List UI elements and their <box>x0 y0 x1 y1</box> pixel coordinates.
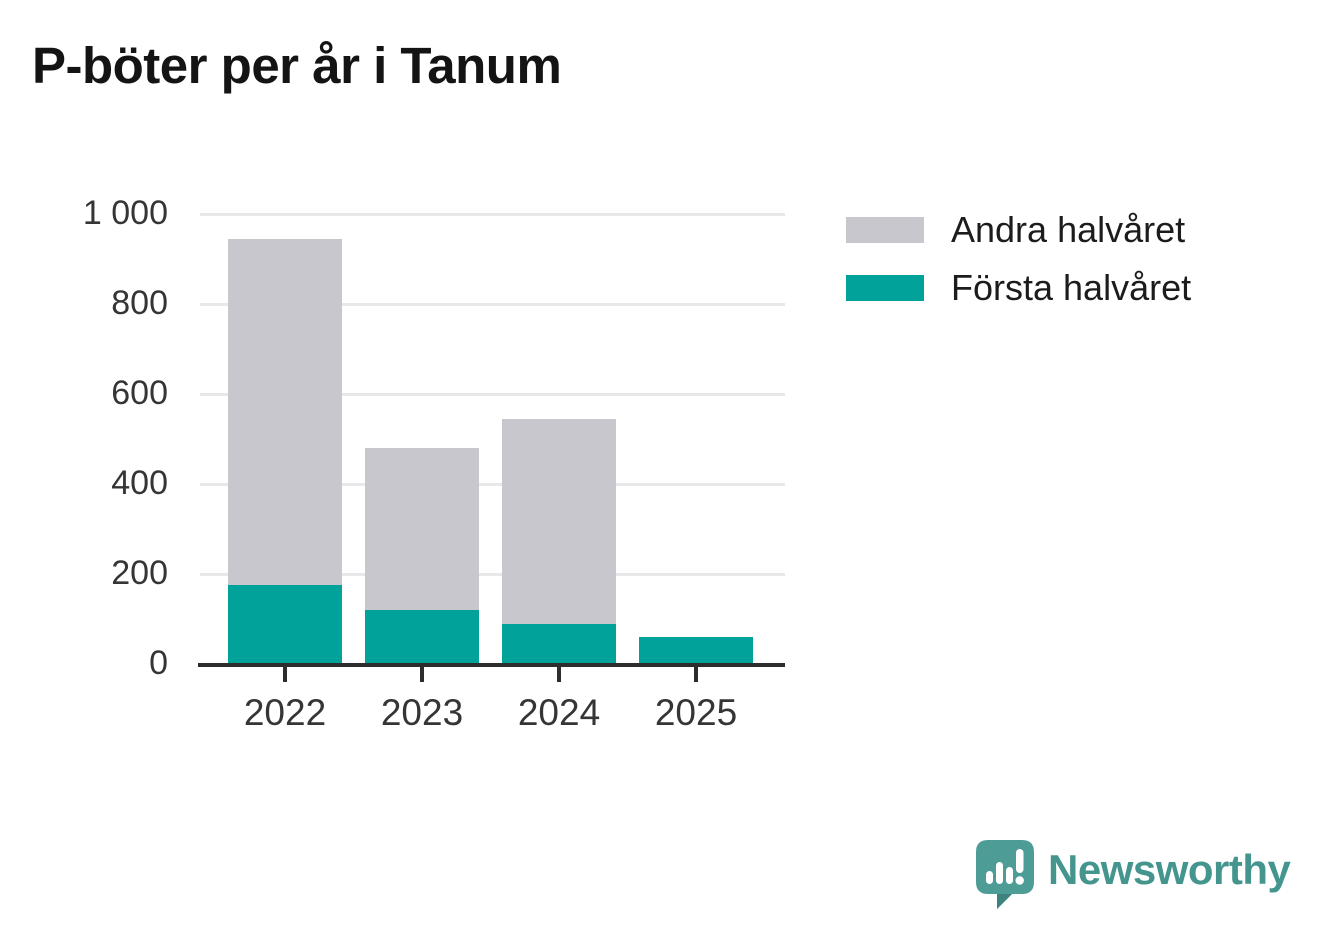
legend-item-first-half: Första halvåret <box>846 267 1191 308</box>
legend-swatch-second-half-icon <box>846 217 924 243</box>
y-tick-label-0: 0 <box>149 644 168 682</box>
legend-swatch-first-half-icon <box>846 275 924 301</box>
x-tick-mark-2022 <box>283 667 287 682</box>
x-axis-line <box>198 663 785 667</box>
y-tick-label-400: 400 <box>111 464 168 502</box>
x-tick-label-2024: 2024 <box>517 692 601 733</box>
bar-2023-first-half <box>365 610 479 664</box>
newsworthy-wordmark: Newsworthy <box>1048 846 1291 893</box>
gridline-600 <box>200 393 785 396</box>
bar-2024-second-half <box>502 418 616 624</box>
gridline-400 <box>200 483 785 486</box>
legend-label-first-half: Första halvåret <box>951 267 1192 308</box>
x-tick-mark-2023 <box>420 667 424 682</box>
speech-bubble-bar-chart-icon <box>976 840 1034 909</box>
gridline-200 <box>200 573 785 576</box>
bar-2022-first-half <box>228 585 342 664</box>
legend-label-second-half: Andra halvåret <box>951 209 1186 250</box>
x-tick-mark-2025 <box>694 667 698 682</box>
x-tick-mark-2024 <box>557 667 561 682</box>
bar-2023-second-half <box>365 448 479 610</box>
gridline-1000 <box>200 213 785 216</box>
gridline-800 <box>200 303 785 306</box>
y-tick-label-1000: 1 000 <box>82 194 168 232</box>
bar-2022-second-half <box>228 238 342 586</box>
newsworthy-logo: Newsworthy <box>976 840 1291 910</box>
y-tick-label-600: 600 <box>111 374 168 412</box>
chart-title: P-böter per år i Tanum <box>32 37 562 94</box>
y-tick-label-800: 800 <box>111 284 168 322</box>
bar-2024-first-half <box>502 623 616 664</box>
legend: Andra halvåret Första halvåret <box>846 209 1191 329</box>
bar-2025-first-half <box>639 637 753 664</box>
legend-item-second-half: Andra halvåret <box>846 209 1191 250</box>
x-tick-label-2025: 2025 <box>654 692 738 733</box>
x-tick-label-2022: 2022 <box>243 692 327 733</box>
x-tick-label-2023: 2023 <box>380 692 464 733</box>
y-tick-label-200: 200 <box>111 554 168 592</box>
